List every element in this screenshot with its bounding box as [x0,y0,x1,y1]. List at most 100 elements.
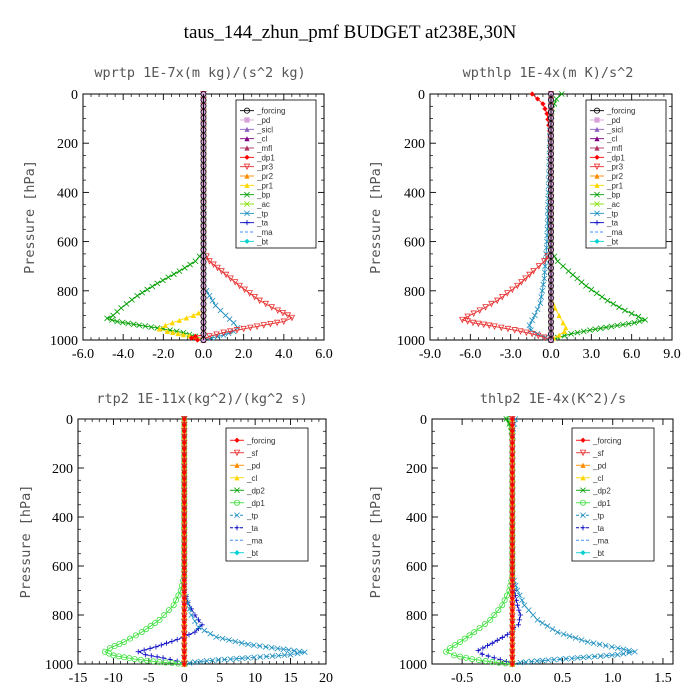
data-point-marker [227,275,234,282]
data-point-marker [447,645,454,652]
data-point-marker [160,655,166,661]
data-point-marker [287,651,294,658]
data-point-marker [548,258,555,265]
legend-entry: _pr1 [256,181,274,190]
legend-entry: _sicl [606,125,623,134]
data-point-marker [509,565,515,571]
data-point-marker [263,653,270,660]
series-line-dp1 [445,418,513,665]
data-point-marker [529,91,535,97]
series-markers-pr1 [156,91,207,343]
data-point-marker [181,607,187,613]
data-point-marker [285,647,292,653]
data-point-marker [200,306,207,313]
panel-title: thlp2 1E-4x(K^2)/s [480,391,626,407]
data-point-marker [583,282,589,289]
data-point-marker [509,535,515,542]
legend-entry: _tp [592,511,605,520]
data-point-marker [181,547,187,554]
data-point-marker [181,553,187,560]
chart-panel: wpthlp 1E-4x(m K)/s^2 Pressure [hPa] -9.0 -… [368,65,681,362]
y-tick-label: 0 [420,413,427,428]
data-point-marker [526,271,533,279]
data-point-marker [602,642,609,649]
x-tick-label: 15 [284,671,298,686]
data-point-marker [262,643,269,650]
data-point-marker [608,323,615,330]
data-point-marker [181,655,187,661]
data-point-marker [614,645,621,651]
data-point-marker [181,619,187,625]
data-point-marker [210,261,217,269]
data-point-marker [509,512,515,518]
data-point-marker [548,162,555,169]
data-point-marker [476,307,483,314]
data-point-marker [551,656,558,663]
y-tick-label: 800 [406,609,427,624]
y-tick-label: 800 [57,285,78,300]
data-point-marker [560,320,566,326]
data-point-marker [517,612,523,618]
legend: _forcing_pd_sicl_cl_mfl_dp1_pr3_pr2_pr1_… [235,99,317,249]
data-point-marker [504,632,510,638]
data-point-marker [181,625,187,631]
legend: _forcing _sf _pd _cl _dp2 _dp1 _tp _ta _ma _bt [225,427,309,562]
data-point-marker [556,332,562,338]
data-point-marker [181,416,187,422]
legend-marker [244,182,250,188]
data-point-marker [622,307,628,314]
data-point-marker [200,156,207,163]
y-tick-label: 200 [52,462,73,477]
y-tick-label: 1000 [45,658,73,673]
data-point-marker [135,649,141,655]
data-point-marker [200,318,207,325]
y-tick-label: 0 [418,88,425,103]
x-tick-label: 6.0 [623,347,641,362]
data-point-marker [521,602,528,609]
data-point-marker [487,616,494,623]
legend-entry: _bt [606,237,619,246]
data-point-marker [494,637,500,643]
data-point-marker [516,592,523,599]
x-tick-label: 1.0 [604,671,622,686]
data-point-marker [569,271,576,278]
data-point-marker [200,186,207,193]
data-point-marker [192,333,199,339]
data-point-marker [197,658,204,665]
data-point-marker [200,210,207,217]
legend-marker [234,525,240,531]
data-point-marker [509,559,515,566]
y-axis-label: Pressure [hPa] [18,485,34,599]
data-point-marker [215,657,222,663]
data-point-marker [568,655,575,662]
data-point-marker [239,655,246,662]
data-point-marker [109,317,116,323]
data-point-marker [200,246,207,253]
data-point-marker [517,328,524,335]
legend-marker [243,163,251,171]
data-point-marker [626,647,633,654]
data-point-marker [200,330,207,337]
data-point-marker [214,264,221,272]
data-point-marker [534,658,540,664]
data-point-marker [175,330,181,337]
legend-entry: _dp2 [592,486,611,495]
legend-entry: _ma [606,228,623,237]
data-point-marker [464,318,471,325]
data-point-marker [206,333,213,340]
data-point-marker [522,275,529,282]
data-point-marker [200,168,207,175]
data-point-marker [495,659,502,666]
data-point-marker [509,643,515,649]
data-point-marker [548,216,555,223]
legend-entry: _sf [592,449,604,458]
data-point-marker [200,144,207,151]
data-point-marker [609,652,615,659]
data-point-marker [173,597,180,604]
data-point-marker [181,571,187,577]
data-point-marker [548,330,555,337]
data-point-marker [268,644,275,651]
data-point-marker [514,602,520,608]
data-point-marker [509,470,515,476]
data-point-marker [200,228,207,235]
